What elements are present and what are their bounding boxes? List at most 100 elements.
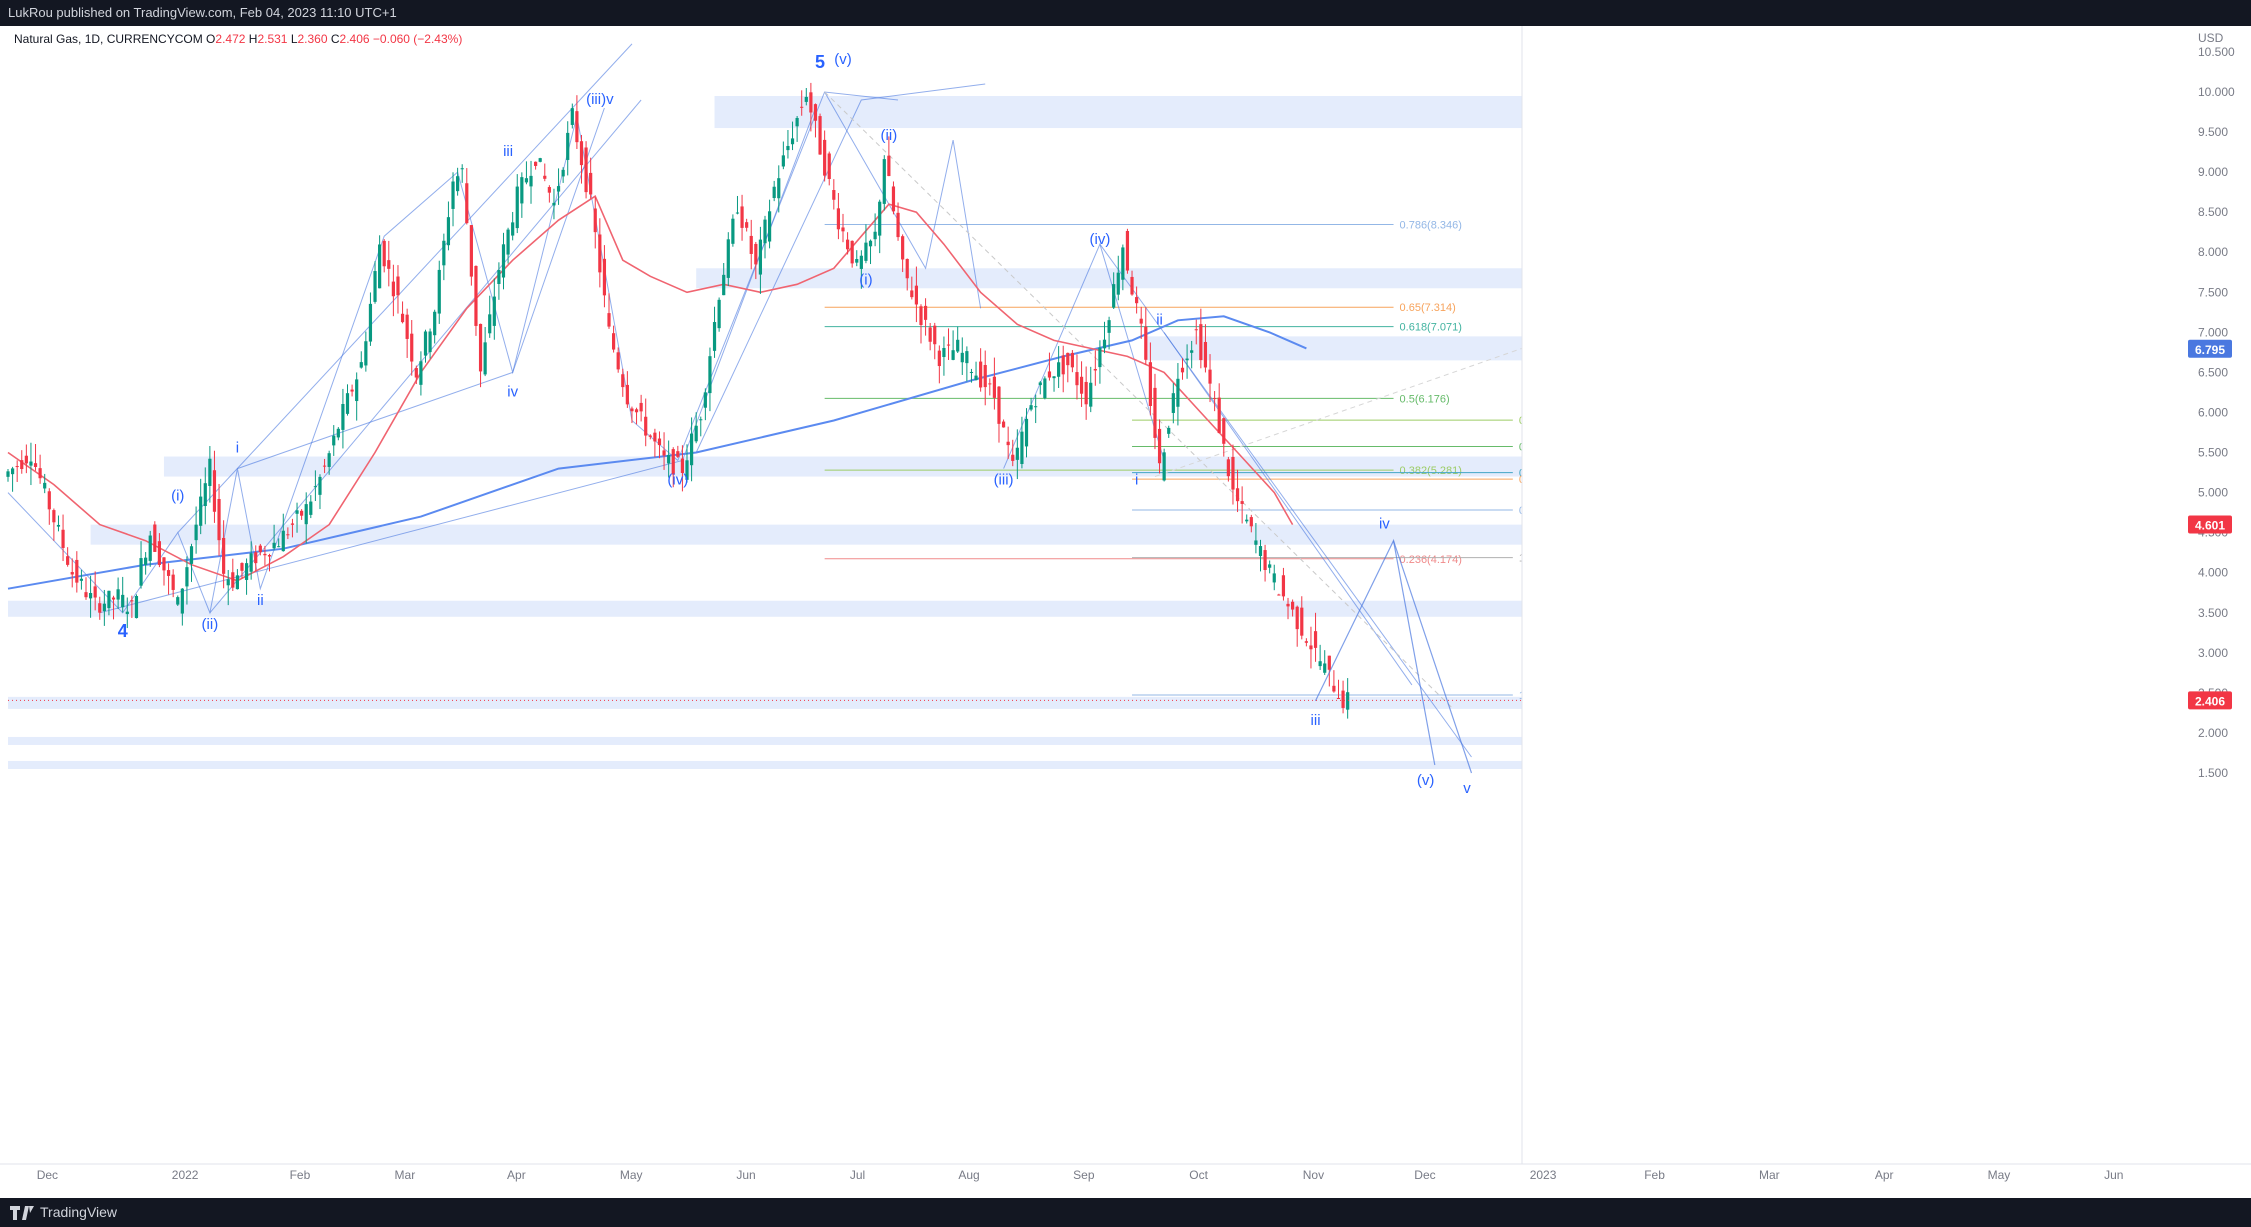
candle-body	[937, 350, 941, 367]
candle-body	[644, 416, 648, 436]
candle-body	[387, 260, 391, 269]
candle-body	[905, 258, 909, 279]
wave-label: (iii)	[994, 472, 1014, 489]
candle-body	[373, 271, 377, 302]
candle-body	[878, 201, 882, 236]
candle-body	[639, 402, 643, 412]
candle-body	[671, 449, 675, 475]
candle-body	[231, 572, 235, 588]
candle-body	[1217, 397, 1221, 434]
candle-body	[873, 231, 877, 240]
x-tick-label: May	[1988, 1168, 2011, 1182]
candle-body	[1194, 329, 1198, 331]
candle-body	[992, 376, 996, 398]
candle-body	[460, 168, 464, 170]
candle-body	[162, 557, 166, 571]
candle-body	[1286, 603, 1290, 607]
candle-body	[781, 155, 785, 167]
candle-body	[1034, 406, 1038, 408]
candle-body	[47, 491, 51, 510]
tradingview-logo[interactable]: TradingView	[10, 1198, 117, 1227]
candle-body	[621, 374, 625, 388]
candle-body	[667, 455, 671, 464]
candle-body	[1277, 594, 1281, 596]
candle-body	[763, 219, 767, 244]
candle-body	[1254, 540, 1258, 545]
tradingview-logo-icon	[10, 1205, 34, 1220]
wave-label: iii	[503, 143, 513, 160]
candle-body	[1075, 372, 1079, 386]
candle-body	[1249, 517, 1253, 527]
candle-body	[1112, 284, 1116, 308]
candle-body	[428, 331, 432, 353]
candle-body	[556, 186, 561, 192]
candle-body	[804, 96, 808, 102]
symbol-legend: Natural Gas, 1D, CURRENCYCOM O2.472 H2.5…	[14, 32, 462, 46]
candle-body	[1336, 698, 1341, 700]
x-tick-label: Mar	[395, 1168, 416, 1182]
candle-body	[465, 183, 469, 224]
price-chart[interactable]: 0.786(8.346) 0.65(7.314) 0.618(7.071) 0.5(6…	[0, 26, 2251, 1198]
candle-body	[1304, 641, 1308, 643]
candle-body	[33, 463, 38, 467]
candle-body	[813, 104, 818, 121]
candle-body	[598, 234, 602, 273]
low-label: L	[290, 32, 298, 46]
footer-bar: TradingView	[0, 1198, 2251, 1227]
candle-body	[1199, 324, 1203, 361]
candle-body	[1084, 381, 1088, 405]
candle-body	[818, 116, 822, 155]
candle-body	[483, 342, 487, 375]
candle-body	[951, 350, 955, 360]
high-value: 2.531	[257, 32, 288, 46]
wave-label: (i)	[859, 271, 872, 288]
candle-body	[841, 227, 845, 232]
candle-body	[634, 409, 639, 413]
candle-body	[790, 138, 795, 145]
candle-body	[772, 186, 776, 199]
candle-body	[24, 455, 28, 464]
candle-body	[1327, 655, 1331, 670]
candle-body	[1121, 247, 1125, 280]
candle-body	[1052, 376, 1056, 379]
candle-body	[332, 435, 336, 446]
candle-body	[1263, 550, 1267, 571]
y-tick-label: 8.000	[2198, 245, 2228, 259]
candle-body	[786, 145, 790, 151]
candle-body	[1001, 421, 1006, 428]
support-resistance-zone	[8, 696, 1522, 709]
candle-body	[1070, 352, 1074, 368]
candle-body	[125, 611, 129, 615]
candle-body	[745, 222, 749, 228]
candle-body	[414, 368, 418, 378]
publish-text: LukRou published on TradingView.com, Feb…	[8, 5, 397, 20]
x-tick-label: Apr	[507, 1168, 526, 1182]
candle-body	[1226, 459, 1230, 477]
projection-path	[1392, 540, 1473, 774]
high-label: H	[248, 32, 258, 46]
wave-label: i	[1135, 472, 1138, 489]
open-value: 2.472	[215, 32, 246, 46]
candle-body	[194, 524, 198, 541]
candle-body	[552, 202, 556, 206]
candle-body	[1272, 573, 1276, 583]
candle-body	[235, 575, 239, 590]
support-resistance-zone	[163, 456, 1522, 477]
x-tick-label: Jun	[2104, 1168, 2123, 1182]
open-label: O	[206, 32, 216, 46]
wave-label: iv	[1379, 516, 1390, 533]
candle-body	[1203, 341, 1208, 368]
candle-body	[15, 466, 19, 468]
candle-body	[1295, 606, 1299, 630]
candle-body	[423, 331, 428, 356]
price-axis[interactable]	[1522, 26, 2251, 1164]
candle-body	[1258, 546, 1263, 557]
candle-body	[749, 235, 753, 254]
candle-body	[887, 155, 891, 177]
x-tick-label: 2023	[1530, 1168, 1557, 1182]
y-tick-label: 7.500	[2198, 285, 2228, 299]
wave-label: v	[1463, 780, 1471, 797]
candle-body	[130, 600, 134, 602]
candle-body	[1171, 393, 1175, 413]
candle-body	[1061, 355, 1065, 375]
